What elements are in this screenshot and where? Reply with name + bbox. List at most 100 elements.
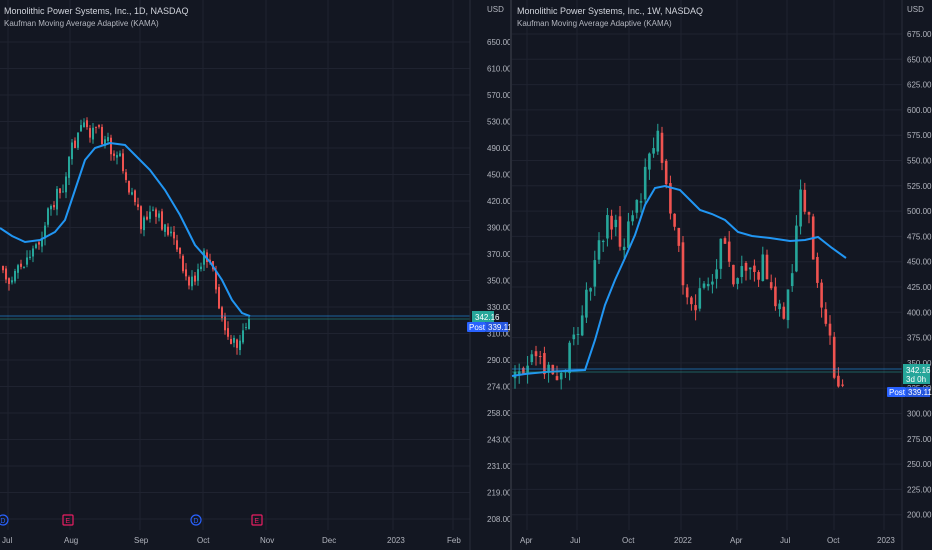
right-candle [622, 238, 626, 259]
right-candle [656, 123, 660, 155]
right-candle [669, 175, 672, 220]
right-candle [681, 236, 685, 295]
right-price-tick: 525.00 [907, 182, 932, 191]
left-time-axis[interactable]: Jul Aug Sep Oct Nov Dec 2023 Feb [2, 536, 461, 545]
right-candle [643, 158, 647, 205]
right-candle [820, 279, 823, 318]
right-last-price-tag: 342.16 3d 0h [903, 364, 931, 384]
right-candle [555, 365, 559, 381]
right-last-price-value: 342.16 [906, 366, 931, 375]
left-candle [242, 323, 244, 345]
right-candle [648, 152, 651, 180]
left-candle [230, 334, 232, 345]
left-candle [116, 151, 118, 165]
left-chart-panel[interactable]: Monolithic Power Systems, Inc., 1D, NASD… [0, 0, 512, 550]
right-price-tick: 500.00 [907, 207, 932, 216]
right-candle [551, 364, 555, 376]
right-candle [711, 273, 714, 294]
svg-text:D: D [193, 518, 198, 525]
earnings-event-marker[interactable]: E [62, 514, 74, 526]
right-time-tick: Jul [780, 536, 790, 545]
left-price-tick: 530.00 [487, 118, 512, 127]
right-post-tag: Post 339.11 [887, 387, 932, 397]
right-grid [512, 0, 902, 530]
right-candle [782, 302, 786, 320]
left-candle [245, 322, 247, 331]
earnings-event-marker[interactable]: E [251, 514, 263, 526]
left-candle [80, 119, 82, 132]
left-post-price: 339.11 [488, 323, 512, 332]
left-candle [200, 262, 202, 272]
left-candle [17, 263, 19, 279]
left-candle [233, 335, 235, 348]
right-candle [769, 274, 773, 291]
left-candle [62, 184, 64, 193]
left-candle [50, 204, 52, 216]
right-time-tick: 2023 [877, 536, 895, 545]
right-indicator-label[interactable]: Kaufman Moving Average Adaptive (KAMA) [517, 19, 672, 28]
dividend-event-marker[interactable]: D [0, 514, 9, 526]
left-candle [74, 137, 76, 149]
left-price-tick: 420.00 [487, 197, 512, 206]
left-last-price-value: 342.16 [475, 313, 500, 322]
left-candle [203, 248, 205, 271]
right-price-tick: 600.00 [907, 106, 932, 115]
left-candle [155, 207, 157, 224]
right-candle [803, 182, 807, 215]
left-candle [161, 208, 163, 231]
right-time-axis[interactable]: Apr Jul Oct 2022 Apr Jul Oct 2023 [520, 536, 895, 545]
left-candle [77, 132, 79, 150]
right-candles[interactable] [513, 123, 844, 390]
dividend-event-marker[interactable]: D [190, 514, 202, 526]
left-candle [2, 265, 4, 274]
left-price-tick: 219.00 [487, 489, 512, 498]
right-candle [811, 213, 815, 260]
right-post-label: Post [889, 388, 906, 397]
left-last-price-tag: 342.16 [472, 311, 500, 322]
left-candle [182, 254, 184, 274]
left-price-tick: 390.00 [487, 224, 512, 233]
right-candle [601, 239, 605, 252]
left-candle [44, 222, 46, 246]
left-candle [131, 187, 133, 196]
right-candle [639, 193, 643, 213]
right-price-tick: 200.00 [907, 511, 932, 520]
left-candle [26, 250, 28, 268]
left-kama-line [0, 141, 251, 317]
right-price-tick: 475.00 [907, 232, 932, 241]
left-price-tick: 570.00 [487, 91, 512, 100]
panel-divider[interactable] [510, 0, 512, 550]
left-indicator-label[interactable]: Kaufman Moving Average Adaptive (KAMA) [4, 19, 159, 28]
right-candle [706, 277, 710, 291]
left-candle [98, 124, 100, 129]
right-candle [580, 305, 584, 337]
left-price-tick: 490.00 [487, 144, 512, 153]
left-price-tick: 310.00 [487, 330, 512, 339]
left-price-axis[interactable]: 650.00 610.00 570.00 530.00 490.00 450.00 420.… [487, 38, 512, 524]
right-candle [635, 199, 639, 219]
left-candle [53, 201, 55, 211]
right-chart-panel[interactable]: Monolithic Power Systems, Inc., 1W, NASD… [511, 0, 932, 550]
left-price-tick: 208.00 [487, 515, 512, 524]
left-price-tick: 650.00 [487, 38, 512, 47]
left-chart-title: Monolithic Power Systems, Inc., 1D, NASD… [4, 6, 189, 16]
right-candle [765, 249, 769, 280]
right-candle [778, 299, 781, 317]
left-price-tick: 330.00 [487, 303, 512, 312]
left-candle [56, 185, 58, 216]
right-candle [589, 287, 592, 301]
left-price-tick: 258.00 [487, 409, 512, 418]
right-candle [677, 227, 681, 253]
right-candle [572, 327, 576, 346]
right-price-tick: 250.00 [907, 460, 932, 469]
left-candle [110, 134, 112, 161]
right-candle [597, 232, 601, 265]
left-time-tick: 2023 [387, 536, 405, 545]
right-candle [723, 236, 727, 244]
right-post-price: 339.11 [908, 388, 932, 397]
left-currency-label: USD [487, 5, 504, 14]
left-time-tick: Jul [2, 536, 12, 545]
right-candle [727, 231, 731, 267]
